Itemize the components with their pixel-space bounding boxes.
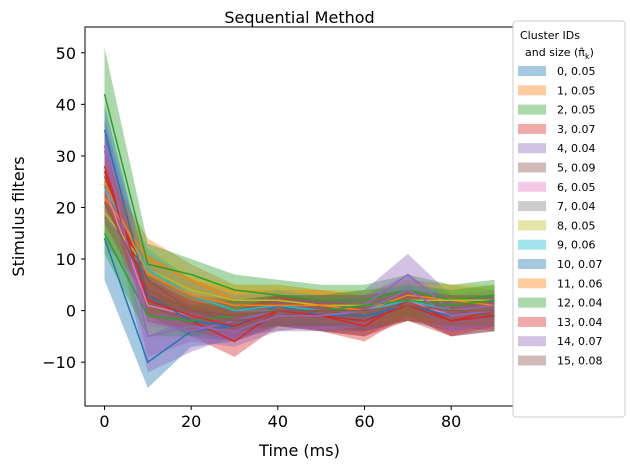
y-tick-label-0: 0 <box>66 302 76 321</box>
band-series-6 <box>104 161 495 342</box>
legend-subtitle-main: and size (π̂ <box>525 46 585 59</box>
legend-swatch-10 <box>518 259 546 269</box>
legend-label-9: 9, 0.06 <box>557 239 595 252</box>
line-series-15 <box>103 201 495 317</box>
legend-swatch-6 <box>518 181 546 192</box>
line-series-9 <box>103 186 495 312</box>
y-tick-label-20: 20 <box>56 198 76 217</box>
legend-items: 0, 0.05 1, 0.05 2, 0.05 3, 0.07 4, 0.04 5, 0.… <box>518 65 602 368</box>
band-series-2 <box>104 47 495 316</box>
legend-label-11: 11, 0.06 <box>557 277 602 290</box>
legend-swatch-4 <box>518 143 546 154</box>
legend-title: Cluster IDs <box>520 29 580 42</box>
legend: Cluster IDs and size (π̂k) 0, 0.05 1, 0.0… <box>512 20 626 418</box>
band-series-5 <box>104 155 495 337</box>
legend-swatch-14 <box>518 336 546 347</box>
legend-label-13: 13, 0.04 <box>557 316 602 329</box>
legend-label-8: 8, 0.05 <box>557 219 595 232</box>
band-series-4 <box>104 119 495 373</box>
line-series-8 <box>103 212 495 307</box>
x-tick-label-40: 40 <box>268 412 288 431</box>
y-tick-label-40: 40 <box>56 95 76 114</box>
y-axis-label: Stimulus filters <box>9 156 28 276</box>
legend-subtitle-subscript: k <box>585 52 590 61</box>
band-series-8 <box>104 186 495 321</box>
legend-subtitle: and size (π̂k) <box>525 46 594 61</box>
legend-subtitle-close: ) <box>590 46 594 59</box>
legend-swatch-13 <box>518 316 546 327</box>
legend-box <box>512 20 626 418</box>
x-axis: 0 20 40 60 80 <box>99 406 461 431</box>
legend-label-2: 2, 0.05 <box>557 104 595 117</box>
band-series-15 <box>104 181 495 332</box>
legend-swatch-1 <box>518 85 546 96</box>
x-tick-label-60: 60 <box>354 412 374 431</box>
y-tick-label-10: 10 <box>56 250 76 269</box>
legend-label-6: 6, 0.05 <box>557 181 595 194</box>
band-series-10 <box>104 104 495 342</box>
legend-swatch-5 <box>518 162 546 173</box>
y-tick-label-30: 30 <box>56 147 76 166</box>
legend-label-0: 0, 0.05 <box>557 65 595 78</box>
legend-swatch-15 <box>518 355 546 366</box>
legend-label-12: 12, 0.04 <box>557 297 602 310</box>
band-series-0 <box>104 197 495 388</box>
x-tick-label-0: 0 <box>99 412 109 431</box>
legend-swatch-7 <box>518 201 546 212</box>
legend-label-4: 4, 0.04 <box>557 142 595 155</box>
legend-label-14: 14, 0.07 <box>557 335 602 348</box>
legend-swatch-9 <box>518 239 546 250</box>
band-series-14 <box>104 119 495 357</box>
legend-label-10: 10, 0.07 <box>557 258 602 271</box>
y-axis: −10 0 10 20 30 40 50 <box>42 44 85 372</box>
y-tick-label-50: 50 <box>56 44 76 63</box>
legend-swatch-12 <box>518 297 546 308</box>
line-series-13 <box>103 171 495 327</box>
legend-swatch-2 <box>518 104 546 115</box>
line-series-14 <box>103 145 495 338</box>
series-lines <box>103 93 495 364</box>
legend-swatch-3 <box>518 123 546 134</box>
x-tick-label-80: 80 <box>441 412 461 431</box>
x-axis-label: Time (ms) <box>258 441 340 460</box>
band-series-1 <box>104 166 495 327</box>
legend-label-15: 15, 0.08 <box>557 355 602 368</box>
legend-swatch-8 <box>518 220 546 231</box>
y-tick-label--10: −10 <box>42 353 76 372</box>
band-series-11 <box>104 155 495 327</box>
confidence-bands <box>104 47 495 388</box>
legend-label-7: 7, 0.04 <box>557 200 595 213</box>
legend-label-5: 5, 0.09 <box>557 162 595 175</box>
legend-label-1: 1, 0.05 <box>557 84 595 97</box>
line-series-2 <box>103 93 495 302</box>
legend-swatch-0 <box>518 66 546 76</box>
legend-label-3: 3, 0.07 <box>557 123 595 136</box>
x-tick-label-20: 20 <box>181 412 201 431</box>
legend-swatch-11 <box>518 278 546 289</box>
chart-title: Sequential Method <box>224 8 374 27</box>
